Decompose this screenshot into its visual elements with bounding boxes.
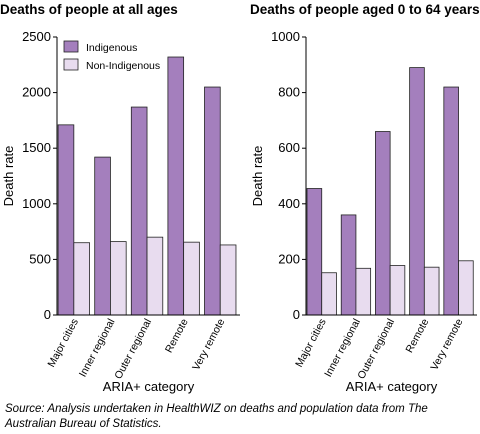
chart-title: Deaths of people at all ages: [0, 2, 178, 17]
legend-label: Non-Indigenous: [86, 60, 160, 72]
legend: Indigenous Non-Indigenous: [63, 40, 160, 72]
bar-non-indigenous: [219, 244, 237, 316]
bar-non-indigenous: [73, 242, 90, 316]
bar-indigenous: [204, 86, 221, 316]
bar-non-indigenous: [458, 260, 474, 316]
bar-non-indigenous: [355, 267, 372, 316]
bar-indigenous: [94, 156, 111, 316]
x-tick-label: Very remote: [428, 317, 465, 373]
source-note: Source: Analysis undertaken in HealthWIZ…: [5, 403, 428, 430]
y-axis-label: Death rate: [250, 146, 265, 207]
x-axis-label: ARIA+ category: [346, 379, 438, 394]
bar-non-indigenous: [389, 265, 406, 316]
y-tick-label: 1000: [271, 29, 300, 44]
bar-indigenous: [57, 124, 75, 316]
x-tick-label: Very remote: [190, 317, 227, 373]
x-tick-label: Outer regional: [112, 317, 154, 381]
bar-indigenous: [167, 56, 185, 316]
x-tick-label: Remote: [403, 317, 431, 355]
x-tick-label: Inner regional: [77, 317, 118, 379]
bar-non-indigenous: [110, 241, 127, 316]
y-axis-label: Death rate: [1, 146, 16, 207]
legend-swatch: [63, 40, 79, 53]
y-tick-label: 400: [278, 196, 300, 211]
bar-indigenous: [375, 131, 391, 316]
x-tick-label: Remote: [163, 317, 191, 355]
y-tick-label: 1000: [22, 196, 51, 211]
bar-indigenous: [340, 214, 357, 316]
chart-2: Deaths of people aged 0 to 64 years 0 200 4…: [250, 2, 480, 394]
x-axis-label: ARIA+ category: [103, 379, 195, 394]
bar-non-indigenous: [423, 266, 440, 316]
y-tick-label: 500: [29, 251, 51, 266]
chart-1: Deaths of people at all ages 0 500 1000 1500…: [0, 2, 240, 394]
bar-indigenous: [306, 188, 323, 316]
y-tick-label: 0: [44, 307, 51, 322]
x-tick-label: Major cities: [45, 317, 81, 370]
y-tick-label: 800: [278, 85, 300, 100]
y-tick-label: 600: [278, 140, 300, 155]
y-tick-label: 0: [293, 307, 300, 322]
y-tick-label: 2500: [22, 29, 51, 44]
bar-indigenous: [130, 106, 148, 316]
bar-non-indigenous: [146, 236, 164, 316]
x-tick-label: Major cities: [293, 317, 329, 370]
legend-swatch: [63, 58, 79, 71]
chart-title: Deaths of people aged 0 to 64 years: [250, 2, 480, 17]
bar-indigenous: [409, 67, 425, 316]
x-tick-label: Inner regional: [322, 317, 363, 379]
bar-non-indigenous: [183, 241, 200, 316]
x-tick-label: Outer regional: [355, 317, 397, 381]
bar-non-indigenous: [321, 272, 337, 316]
legend-label: Indigenous: [86, 42, 137, 54]
y-tick-label: 2000: [22, 85, 51, 100]
y-tick-label: 200: [278, 251, 300, 266]
y-tick-label: 1500: [22, 140, 51, 155]
bar-indigenous: [443, 86, 459, 316]
